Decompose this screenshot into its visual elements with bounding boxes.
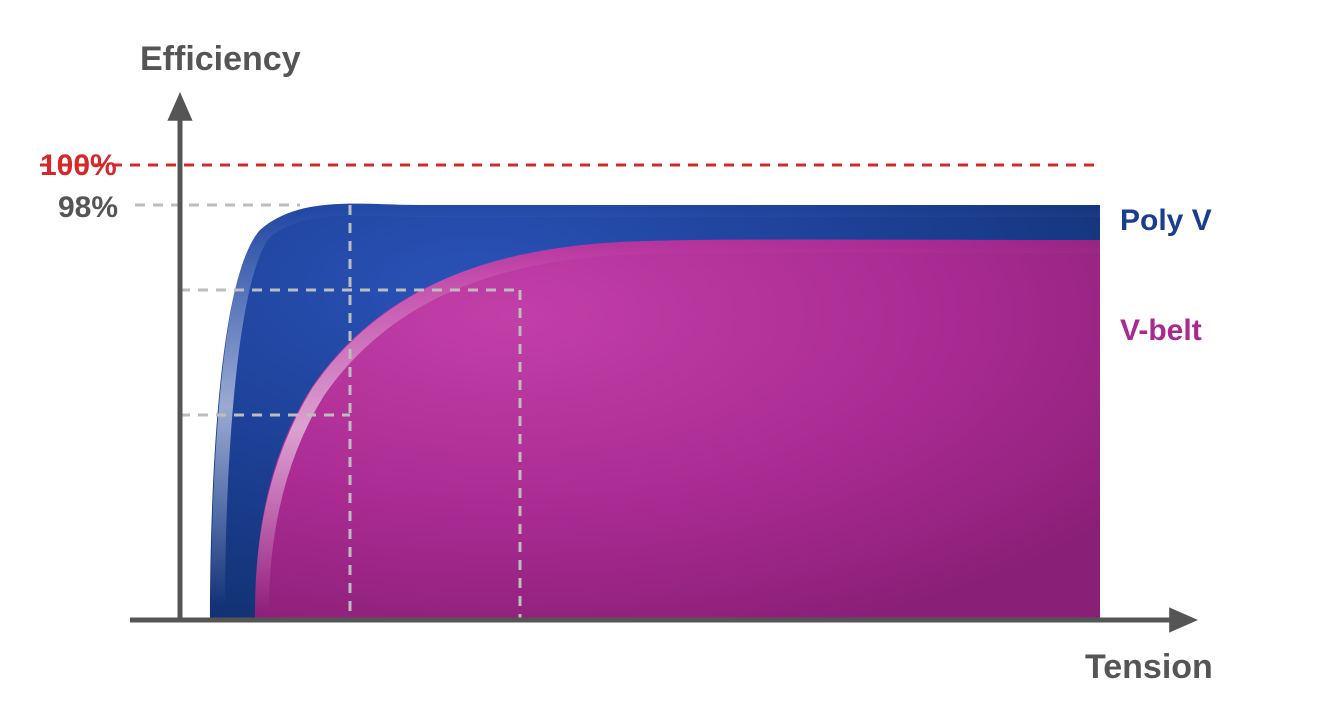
poly-v-label: Poly V <box>1120 204 1212 237</box>
x-axis-title: Tension <box>1085 648 1213 686</box>
y-axis-arrow <box>167 92 192 121</box>
y-axis-title: Efficiency <box>140 40 301 78</box>
ref-98-label: 98% <box>58 191 118 224</box>
ref-100-label: 100% <box>40 149 117 182</box>
chart-svg: Efficiency Tension 100% 98% Poly V V-bel… <box>0 0 1340 714</box>
efficiency-tension-chart: Efficiency Tension 100% 98% Poly V V-bel… <box>0 0 1340 714</box>
x-axis-arrow <box>1169 607 1198 632</box>
v-belt-label: V-belt <box>1120 314 1202 347</box>
